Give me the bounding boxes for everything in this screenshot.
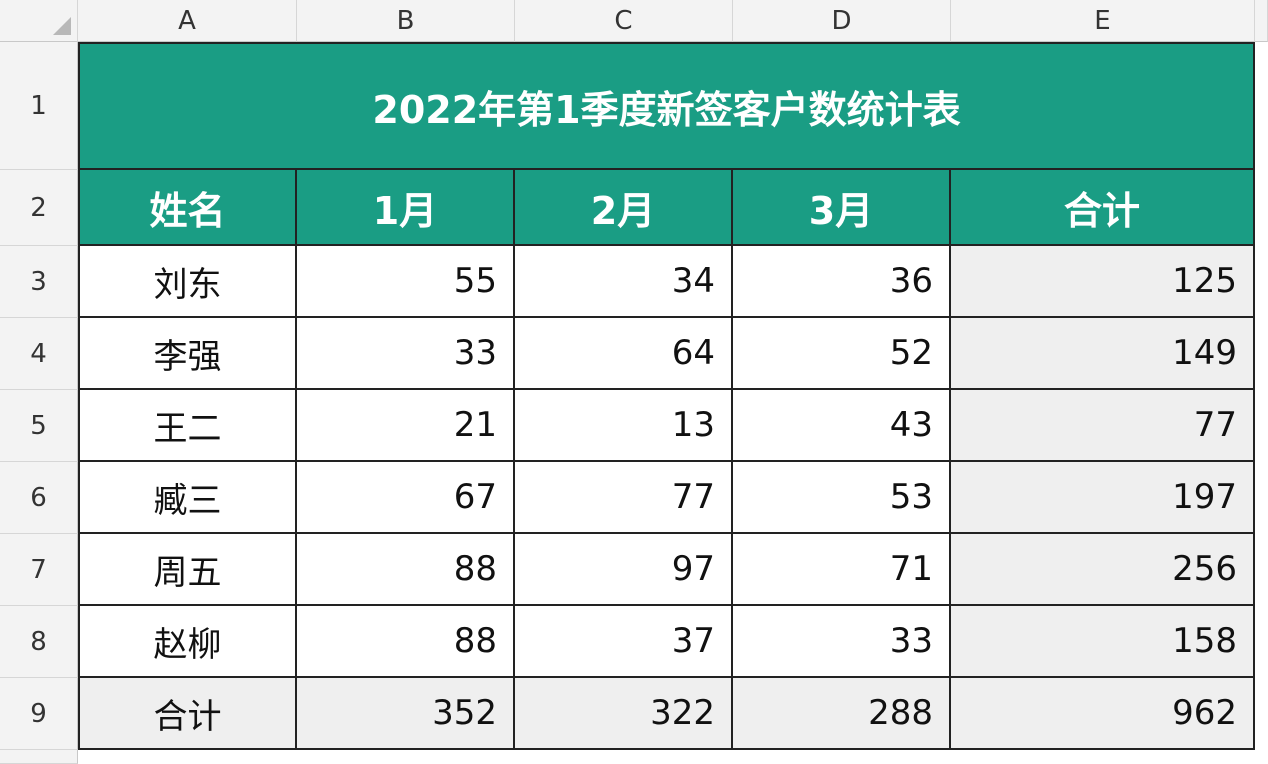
number-cell[interactable]: 256 [951,534,1255,606]
number-cell[interactable]: 288 [733,678,951,750]
number-cell[interactable]: 149 [951,318,1255,390]
number-cell[interactable]: 77 [951,390,1255,462]
row-header[interactable]: 6 [0,462,78,534]
row-header[interactable]: 2 [0,170,78,246]
name-cell[interactable]: 赵柳 [78,606,297,678]
row-header-filler [0,750,78,764]
corner-triangle [53,17,71,35]
column-header[interactable]: D [733,0,951,42]
number-cell[interactable]: 21 [297,390,515,462]
row-header[interactable]: 5 [0,390,78,462]
column-header[interactable]: E [951,0,1255,42]
header-cell[interactable]: 2月 [515,170,733,246]
name-cell[interactable]: 王二 [78,390,297,462]
number-cell[interactable]: 55 [297,246,515,318]
column-header[interactable]: B [297,0,515,42]
name-cell[interactable]: 合计 [78,678,297,750]
select-all-corner[interactable] [0,0,78,42]
column-header-filler [1255,0,1268,42]
column-header[interactable]: A [78,0,297,42]
name-cell[interactable]: 周五 [78,534,297,606]
row-header[interactable]: 8 [0,606,78,678]
number-cell[interactable]: 158 [951,606,1255,678]
number-cell[interactable]: 37 [515,606,733,678]
row-header[interactable]: 7 [0,534,78,606]
number-cell[interactable]: 36 [733,246,951,318]
number-cell[interactable]: 13 [515,390,733,462]
number-cell[interactable]: 962 [951,678,1255,750]
row-header[interactable]: 4 [0,318,78,390]
number-cell[interactable]: 77 [515,462,733,534]
name-cell[interactable]: 臧三 [78,462,297,534]
header-cell[interactable]: 1月 [297,170,515,246]
number-cell[interactable]: 88 [297,534,515,606]
name-cell[interactable]: 李强 [78,318,297,390]
row-header[interactable]: 3 [0,246,78,318]
number-cell[interactable]: 33 [297,318,515,390]
number-cell[interactable]: 67 [297,462,515,534]
number-cell[interactable]: 34 [515,246,733,318]
number-cell[interactable]: 125 [951,246,1255,318]
header-cell[interactable]: 姓名 [78,170,297,246]
number-cell[interactable]: 71 [733,534,951,606]
number-cell[interactable]: 97 [515,534,733,606]
name-cell[interactable]: 刘东 [78,246,297,318]
title-cell[interactable]: 2022年第1季度新签客户数统计表 [78,42,1255,170]
number-cell[interactable]: 197 [951,462,1255,534]
number-cell[interactable]: 33 [733,606,951,678]
number-cell[interactable]: 43 [733,390,951,462]
row-header[interactable]: 9 [0,678,78,750]
header-cell[interactable]: 3月 [733,170,951,246]
number-cell[interactable]: 322 [515,678,733,750]
number-cell[interactable]: 88 [297,606,515,678]
number-cell[interactable]: 352 [297,678,515,750]
column-header[interactable]: C [515,0,733,42]
row-header[interactable]: 1 [0,42,78,170]
number-cell[interactable]: 52 [733,318,951,390]
header-cell[interactable]: 合计 [951,170,1255,246]
number-cell[interactable]: 64 [515,318,733,390]
number-cell[interactable]: 53 [733,462,951,534]
